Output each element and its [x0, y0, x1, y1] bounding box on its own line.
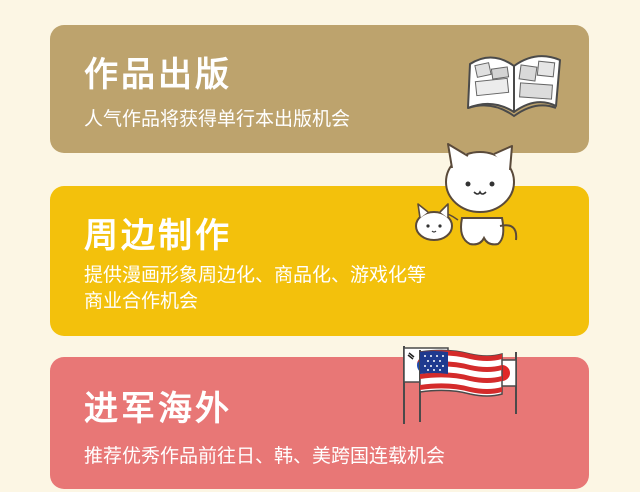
feature-description: 人气作品将获得单行本出版机会	[84, 106, 350, 132]
open-book-icon	[467, 55, 561, 118]
feature-title: 作品出版	[84, 55, 232, 95]
feature-card-overseas: 进军海外 推荐优秀作品前往日、韩、美跨国连载机会	[50, 357, 589, 489]
cats-illustration	[415, 143, 518, 246]
feature-description-line: 人气作品将获得单行本出版机会	[84, 108, 351, 130]
feature-description: 推荐优秀作品前往日、韩、美跨国连载机会	[84, 443, 445, 469]
feature-card-merchandise: 周边制作 提供漫画形象周边化、商品化、游戏化等 商业合作机会	[50, 186, 589, 336]
feature-description-line: 商业合作机会	[84, 290, 199, 312]
feature-description: 提供漫画形象周边化、商品化、游戏化等 商业合作机会	[84, 262, 426, 314]
feature-description-line: 推荐优秀作品前往日、韩、美跨国连载机会	[84, 445, 446, 467]
feature-title: 周边制作	[84, 216, 232, 256]
feature-title: 进军海外	[84, 389, 232, 429]
feature-description-line: 提供漫画形象周边化、商品化、游戏化等	[84, 264, 427, 286]
flags-illustration	[403, 346, 517, 424]
